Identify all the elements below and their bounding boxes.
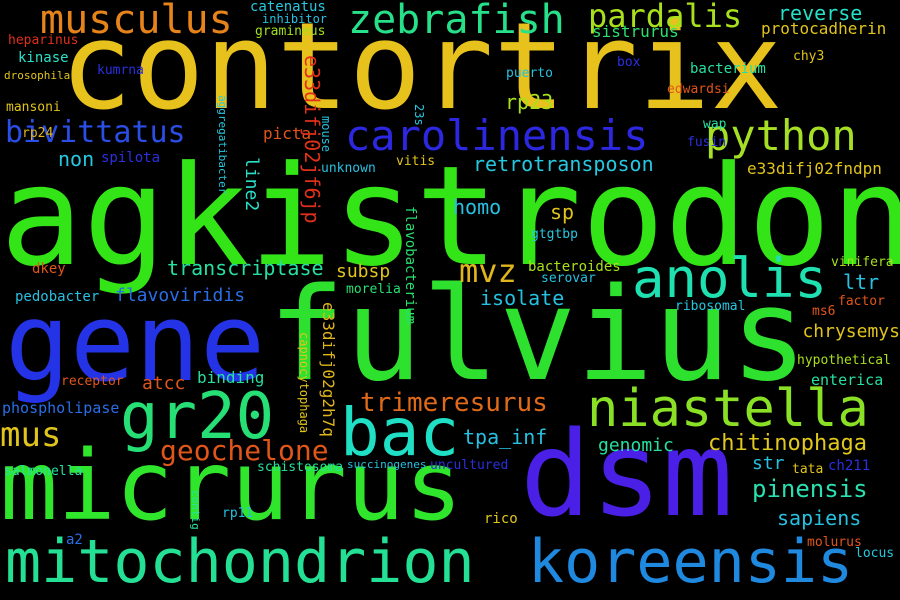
word-sapiens: sapiens bbox=[777, 506, 862, 530]
word-dsm: dsm bbox=[520, 405, 734, 543]
word-binding: binding bbox=[197, 368, 265, 387]
word-rp24: rp24 bbox=[22, 126, 54, 141]
word-dkey: dkey bbox=[32, 261, 66, 277]
word-mvz: mvz bbox=[459, 252, 517, 290]
word-micrurus: micrurus bbox=[0, 430, 463, 542]
word-atcc: atcc bbox=[142, 373, 186, 394]
word-line2: line2 bbox=[241, 157, 262, 212]
word-enterica: enterica bbox=[811, 371, 884, 389]
word-chy3: chy3 bbox=[793, 49, 825, 64]
word-zebrafish: zebrafish bbox=[348, 0, 565, 43]
word-serovar: serovar bbox=[541, 271, 596, 286]
word-tata: tata bbox=[792, 462, 824, 477]
word-subsp: subsp bbox=[336, 261, 391, 282]
word-puerto: puerto bbox=[506, 66, 553, 81]
word-ribosomal: ribosomal bbox=[675, 299, 746, 314]
word-musculus: musculus bbox=[40, 0, 233, 43]
word-wap: wap bbox=[703, 117, 727, 132]
word-pardalis: pardalis bbox=[588, 0, 743, 35]
word-agkistrodon: agkistrodon bbox=[0, 136, 900, 297]
word-ms6: ms6 bbox=[812, 304, 836, 319]
word-vitis: vitis bbox=[396, 154, 436, 169]
word-python: python bbox=[705, 111, 857, 160]
word-isolate: isolate bbox=[480, 286, 565, 310]
word-homo: homo bbox=[453, 195, 502, 219]
word-bacterium: bacterium bbox=[690, 61, 766, 77]
word-23s: 23s bbox=[412, 104, 426, 126]
word-carolinensis: carolinensis bbox=[345, 111, 649, 160]
word-gtgtbp: gtgtbp bbox=[531, 227, 578, 242]
word-pedobacter: pedobacter bbox=[15, 289, 100, 305]
word-rp11: rp11 bbox=[222, 506, 254, 521]
word-molurus: molurus bbox=[807, 535, 862, 550]
word-koreensis: koreensis bbox=[528, 527, 854, 597]
word-kinase: kinase bbox=[18, 50, 69, 66]
word-sp: sp bbox=[550, 200, 575, 224]
word-retrotransposon: retrotransposon bbox=[473, 152, 654, 176]
word-gr20: gr20 bbox=[120, 380, 275, 454]
word-salmonella: salmonella bbox=[4, 464, 83, 479]
word-non: non bbox=[58, 147, 95, 171]
word-unknown: unknown bbox=[321, 161, 376, 176]
word-phospholipase: phospholipase bbox=[2, 399, 120, 417]
word-genomic: genomic bbox=[598, 435, 674, 456]
word-uncultured: uncultured bbox=[430, 458, 509, 473]
word-receptor: receptor bbox=[61, 374, 124, 389]
word-spilota: spilota bbox=[101, 150, 161, 166]
word-capnocytophaga: capnocytophaga bbox=[297, 332, 311, 434]
word-str: str bbox=[752, 453, 785, 474]
word-e33difj02g2h7q: e33difj02g2h7q bbox=[319, 302, 338, 437]
word-heparinus: heparinus bbox=[8, 33, 79, 48]
word-picta: picta bbox=[263, 124, 312, 143]
word-schistosoma: schistosoma bbox=[257, 460, 344, 475]
word-mitochondrion: mitochondrion bbox=[5, 527, 475, 597]
word-edwardsi: edwardsi bbox=[667, 82, 730, 97]
word-ltr: ltr bbox=[843, 270, 880, 294]
word-succinogenes: succinogenes bbox=[347, 458, 427, 471]
word-flavobacterium: flavobacterium bbox=[402, 206, 418, 325]
word-sistrurus: sistrurus bbox=[592, 22, 679, 41]
word-fulvius: fulvius bbox=[268, 261, 808, 410]
word-bivittatus: bivittatus bbox=[5, 115, 186, 150]
word-kumrna: kumrna bbox=[97, 63, 144, 78]
word-gramineus: gramineus bbox=[255, 24, 326, 39]
word-protocadherin: protocadherin bbox=[761, 19, 887, 38]
word-box: box bbox=[617, 55, 641, 70]
word-drosophila: drosophila bbox=[4, 69, 71, 82]
word-aggregatibacter: aggregatibacter bbox=[216, 95, 229, 195]
word-reverse: reverse bbox=[778, 1, 863, 25]
word-tpa-inf: tpa_inf bbox=[463, 425, 548, 449]
word-catenatus: catenatus bbox=[250, 0, 326, 15]
word-gene: gene bbox=[5, 281, 266, 406]
word-hypothetical: hypothetical bbox=[797, 353, 891, 368]
word-bacteroides: bacteroides bbox=[528, 259, 621, 275]
word-transcriptase: transcriptase bbox=[167, 256, 324, 280]
word-pinensis: pinensis bbox=[752, 475, 868, 503]
word-ch211: ch211 bbox=[828, 458, 871, 474]
word-mansoni: mansoni bbox=[6, 100, 61, 115]
word-contig: contig bbox=[189, 490, 202, 530]
word-locus: locus bbox=[855, 546, 895, 561]
word-anolis: anolis bbox=[632, 247, 828, 310]
word-niastella: niastella bbox=[587, 379, 869, 439]
word-geochelone: geochelone bbox=[160, 434, 329, 467]
word-mouse: mouse bbox=[319, 116, 333, 153]
word-bac: bac bbox=[340, 394, 460, 471]
word-chitinophaga: chitinophaga bbox=[708, 431, 867, 456]
word-fusin: fusin bbox=[687, 135, 727, 150]
word-rp23: rp23 bbox=[505, 90, 554, 114]
word-rico: rico bbox=[484, 511, 518, 527]
word-morelia: morelia bbox=[346, 282, 401, 297]
word-contortrix: contortrix bbox=[60, 0, 783, 137]
word-factor: factor bbox=[838, 294, 885, 309]
word-mus: mus bbox=[0, 415, 62, 455]
word-e33difj02fndpn: e33difj02fndpn bbox=[747, 159, 882, 178]
word-trimeresurus: trimeresurus bbox=[360, 388, 548, 418]
word-chrysemys: chrysemys bbox=[802, 321, 900, 342]
word-vinifera: vinifera bbox=[831, 255, 894, 270]
word-a2: a2 bbox=[66, 532, 83, 548]
word-flavoviridis: flavoviridis bbox=[115, 285, 246, 306]
word-inhibitor: inhibitor bbox=[262, 12, 328, 26]
